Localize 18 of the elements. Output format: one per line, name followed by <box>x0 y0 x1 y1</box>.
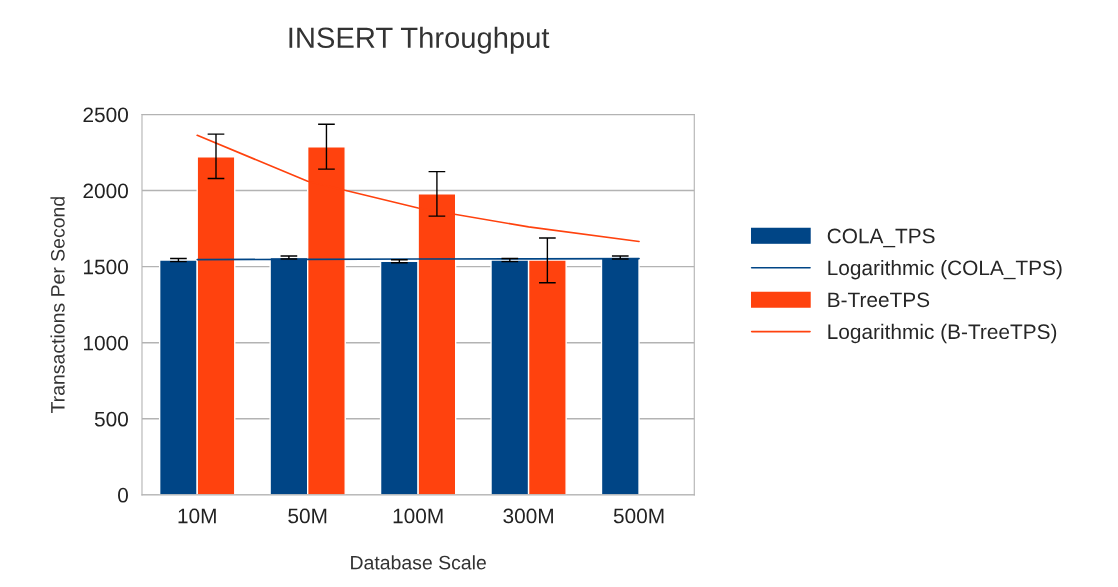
chart-title: INSERT Throughput <box>289 26 550 54</box>
x-tick-label: 300M <box>503 508 553 524</box>
y-tick-label: 2000 <box>83 183 128 199</box>
legend-label: Logarithmic (B-TreeTPS) <box>828 323 1057 344</box>
legend-label: COLA_TPS <box>827 228 935 248</box>
x-tick-label: 10M <box>178 508 216 524</box>
x-axis-title: Database Scale <box>351 555 486 570</box>
y-tick-label: 500 <box>94 411 128 427</box>
legend-label: B-TreeTPS <box>828 292 930 308</box>
y-axis-title: Transactions Per Second <box>50 197 65 414</box>
x-tick-label: 100M <box>393 508 443 524</box>
x-tick-label: 50M <box>288 508 327 524</box>
x-tick-label: 500M <box>613 508 664 524</box>
y-tick-label: 1500 <box>84 259 128 275</box>
y-tick-label: 2500 <box>83 107 128 123</box>
legend-label: Logarithmic (COLA_TPS) <box>828 259 1062 280</box>
y-tick-label: 0 <box>118 487 128 503</box>
y-tick-label: 1000 <box>84 335 128 351</box>
